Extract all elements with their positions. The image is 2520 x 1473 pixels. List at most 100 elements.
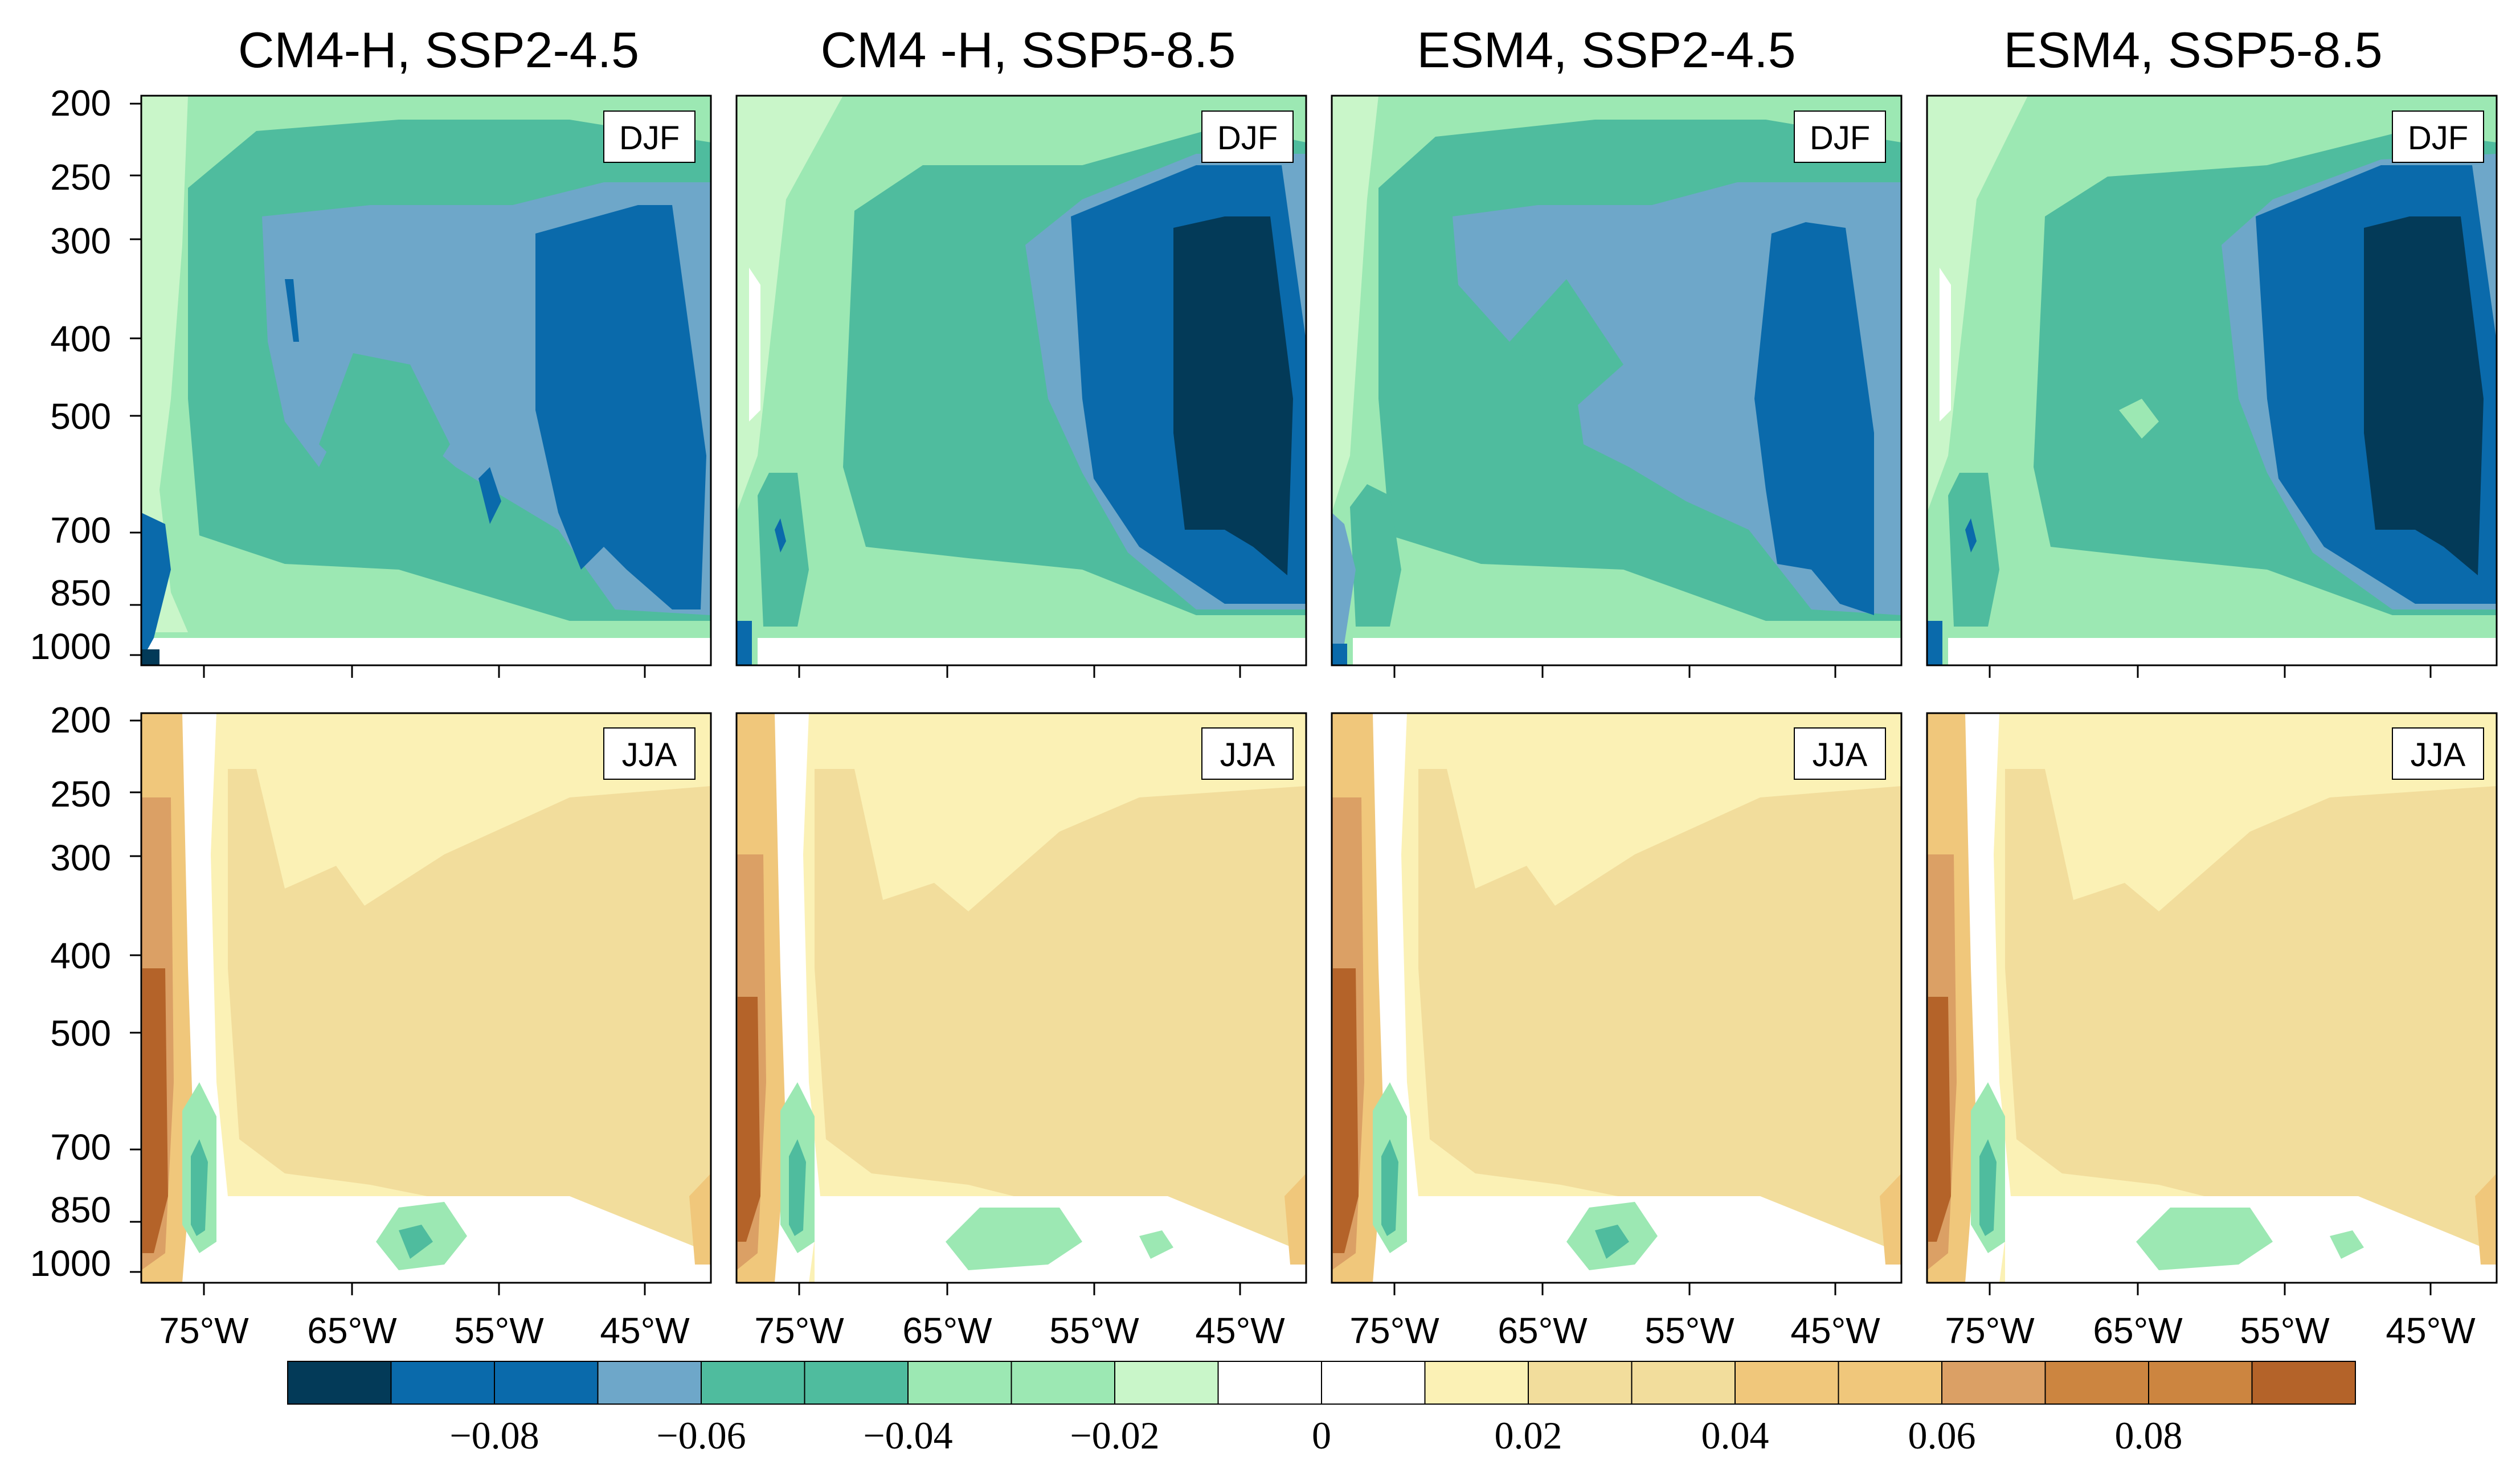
jja-1-frame bbox=[140, 712, 712, 1284]
jja-2-green-spot bbox=[946, 1208, 1082, 1270]
colorbar-tick-label: 0.02 bbox=[1495, 1414, 1562, 1457]
djf-1-teal-island bbox=[319, 353, 450, 490]
jja-3-orange-east bbox=[1880, 1173, 1901, 1265]
djf-4-blue-corner bbox=[1927, 621, 1942, 665]
y-tick-850-r2: 850 bbox=[50, 1189, 111, 1230]
djf-3-palegreen-west bbox=[1332, 96, 1378, 513]
djf-4-dark-core bbox=[2364, 216, 2484, 575]
djf-2-white-west bbox=[749, 268, 760, 422]
djf-3-white-bottom bbox=[1353, 638, 1901, 665]
djf-4-white-west bbox=[1940, 268, 1951, 422]
x-tick-55w-p3: 55°W bbox=[1644, 1310, 1734, 1351]
panel-djf-1: DJF bbox=[140, 95, 712, 666]
jja-3-season-label: JJA bbox=[1813, 736, 1868, 774]
y-tick-200-r2: 200 bbox=[50, 699, 111, 740]
colorbar-bin bbox=[287, 1361, 392, 1405]
y-tick-400-r1: 400 bbox=[50, 318, 111, 359]
y-tick-250-r1: 250 bbox=[50, 157, 111, 198]
djf-3-teal-island bbox=[1509, 279, 1623, 410]
djf-3-blue-corner bbox=[1332, 644, 1347, 665]
x-tick-65w-p2: 65°W bbox=[902, 1310, 992, 1351]
djf-3-lightblue-west bbox=[1332, 513, 1356, 655]
colorbar-bin bbox=[1321, 1361, 1426, 1405]
colorbar-tick-label: 0 bbox=[1312, 1414, 1331, 1457]
djf-4-blue-spot bbox=[1965, 518, 1977, 553]
djf-4-white-bottom bbox=[1948, 638, 2497, 665]
colorbar-tick-label: −0.08 bbox=[449, 1414, 539, 1457]
djf-1-blue-spot-2 bbox=[478, 467, 501, 524]
jja-2-season-label: JJA bbox=[1220, 736, 1275, 774]
jja-1-teal-spot bbox=[399, 1225, 433, 1259]
x-tick-65w-p4: 65°W bbox=[2093, 1310, 2183, 1351]
y-tick-400-r2: 400 bbox=[50, 935, 111, 976]
x-tick-55w-p2: 55°W bbox=[1049, 1310, 1139, 1351]
djf-2-blue-spot bbox=[775, 518, 786, 553]
jja-1-season-label: JJA bbox=[622, 736, 677, 774]
panel-djf-4: DJF bbox=[1926, 95, 2498, 666]
colorbar-bin bbox=[907, 1361, 1012, 1405]
djf-2-season-box bbox=[1201, 111, 1294, 163]
jja-4-season-label: JJA bbox=[2411, 736, 2466, 774]
panel-djf-3: DJF bbox=[1331, 95, 1903, 666]
djf-1-season-label: DJF bbox=[619, 120, 680, 157]
y-axis-row1: 200 250 300 400 500 700 850 1000 bbox=[30, 83, 111, 667]
jja-2-orange-east bbox=[1284, 1173, 1306, 1265]
y-tick-marks bbox=[130, 103, 141, 1273]
jja-2-green-spot-2 bbox=[1139, 1230, 1173, 1259]
x-tick-45w-p1: 45°W bbox=[600, 1310, 690, 1351]
x-tick-65w-p1: 65°W bbox=[307, 1310, 397, 1351]
y-tick-500-r1: 500 bbox=[50, 396, 111, 437]
djf-2-palegreen-west bbox=[737, 96, 843, 513]
jja-3-season-box bbox=[1794, 727, 1886, 780]
x-tick-75w-p4: 75°W bbox=[1945, 1310, 2035, 1351]
colorbar-bin bbox=[1424, 1361, 1529, 1405]
jja-2-tan bbox=[815, 769, 1306, 1265]
jja-4-green-spot bbox=[2136, 1208, 2273, 1270]
djf-2-season-label: DJF bbox=[1217, 120, 1278, 157]
colorbar-labels: −0.08 −0.06 −0.04 −0.02 0 0.02 0.04 0.06 0.08 bbox=[449, 1414, 2182, 1457]
jja-4-brown-west bbox=[1928, 997, 1951, 1242]
x-axis-labels: 75°W 65°W 55°W 45°W 75°W 65°W 55°W 45°W … bbox=[159, 1310, 2476, 1351]
colorbar-bin bbox=[701, 1361, 805, 1405]
colorbar-bin bbox=[1631, 1361, 1736, 1405]
djf-1-blue-corner bbox=[141, 513, 171, 661]
djf-4-frame bbox=[1926, 95, 2498, 666]
y-tick-500-r2: 500 bbox=[50, 1013, 111, 1054]
djf-1-season-box bbox=[603, 111, 696, 163]
panel-jja-3: JJA bbox=[1331, 712, 1903, 1284]
y-tick-850-r1: 850 bbox=[50, 572, 111, 613]
colorbar-tick-label: 0.08 bbox=[2115, 1414, 2183, 1457]
jja-4-tan bbox=[2005, 769, 2497, 1265]
y-tick-700-r1: 700 bbox=[50, 510, 111, 551]
colorbar-bin bbox=[597, 1361, 702, 1405]
y-tick-300-r1: 300 bbox=[50, 220, 111, 261]
jja-1-orange-east bbox=[689, 1173, 711, 1265]
djf-1-frame bbox=[140, 95, 712, 666]
djf-4-green-spot bbox=[2119, 399, 2159, 439]
colorbar-bin bbox=[494, 1361, 599, 1405]
colorbar-tick-label: −0.02 bbox=[1070, 1414, 1159, 1457]
jja-1-season-box bbox=[603, 727, 696, 780]
djf-1-blue-spot bbox=[285, 279, 299, 342]
panel-jja-1: JJA bbox=[140, 712, 712, 1284]
colorbar-tick-label: −0.04 bbox=[863, 1414, 952, 1457]
y-tick-300-r2: 300 bbox=[50, 837, 111, 878]
x-tick-75w-p2: 75°W bbox=[754, 1310, 844, 1351]
panel-title-3: ESM4, SSP2-4.5 bbox=[1417, 22, 1795, 78]
jja-4-season-box bbox=[2392, 727, 2484, 780]
panel-title-2: CM4 -H, SSP5-8.5 bbox=[821, 22, 1236, 78]
djf-2-frame bbox=[735, 95, 1307, 666]
jja-3-frame bbox=[1331, 712, 1903, 1284]
jja-3-brown-west bbox=[1333, 968, 1359, 1253]
jja-1-brown-west bbox=[142, 968, 168, 1253]
colorbar-bin bbox=[390, 1361, 495, 1405]
x-tick-45w-p3: 45°W bbox=[1790, 1310, 1880, 1351]
colorbar-bin bbox=[1838, 1361, 1942, 1405]
jja-2-season-box bbox=[1201, 727, 1294, 780]
jja-4-orange-east bbox=[2475, 1173, 2497, 1265]
y-axis-row2: 200 250 300 400 500 700 850 1000 bbox=[30, 699, 111, 1284]
colorbar-tick-label: −0.06 bbox=[656, 1414, 746, 1457]
x-tick-marks bbox=[203, 665, 2432, 1295]
djf-2-white-bottom bbox=[758, 638, 1306, 665]
